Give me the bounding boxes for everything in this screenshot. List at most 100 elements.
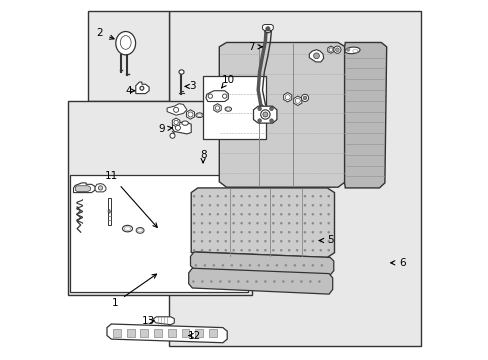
Circle shape — [280, 204, 282, 206]
Polygon shape — [136, 82, 149, 94]
Circle shape — [248, 195, 250, 197]
Circle shape — [287, 222, 289, 224]
Circle shape — [232, 195, 234, 197]
Circle shape — [272, 249, 274, 251]
Polygon shape — [73, 183, 95, 193]
Circle shape — [311, 195, 313, 197]
Circle shape — [311, 204, 313, 206]
Circle shape — [193, 222, 195, 224]
Circle shape — [320, 264, 322, 266]
Circle shape — [327, 249, 329, 251]
Circle shape — [311, 222, 313, 224]
Circle shape — [263, 112, 267, 117]
Circle shape — [264, 231, 266, 233]
Circle shape — [300, 280, 302, 283]
Circle shape — [295, 240, 298, 242]
Circle shape — [269, 119, 273, 122]
Circle shape — [257, 107, 261, 111]
Circle shape — [303, 213, 305, 215]
Text: 3: 3 — [185, 81, 195, 91]
Circle shape — [248, 249, 250, 251]
Polygon shape — [213, 104, 221, 112]
Circle shape — [208, 231, 211, 233]
Circle shape — [309, 280, 311, 283]
Circle shape — [295, 231, 298, 233]
Text: 4: 4 — [125, 86, 135, 96]
Circle shape — [264, 195, 266, 197]
Circle shape — [319, 213, 321, 215]
Circle shape — [208, 204, 211, 206]
Bar — [208, 329, 216, 337]
Circle shape — [319, 222, 321, 224]
Circle shape — [232, 213, 234, 215]
Circle shape — [201, 280, 203, 283]
Circle shape — [327, 231, 329, 233]
Circle shape — [280, 213, 282, 215]
Circle shape — [327, 195, 329, 197]
Circle shape — [257, 264, 260, 266]
Circle shape — [346, 48, 349, 51]
Circle shape — [232, 249, 234, 251]
Bar — [195, 329, 203, 337]
Circle shape — [257, 119, 261, 122]
Polygon shape — [327, 46, 333, 53]
Circle shape — [187, 112, 193, 117]
Ellipse shape — [116, 31, 135, 55]
Text: 5: 5 — [319, 235, 333, 246]
Circle shape — [272, 222, 274, 224]
Circle shape — [280, 195, 282, 197]
Circle shape — [230, 264, 232, 266]
Circle shape — [248, 240, 250, 242]
Circle shape — [256, 213, 258, 215]
Circle shape — [256, 222, 258, 224]
Text: 6: 6 — [390, 258, 406, 268]
Polygon shape — [107, 324, 227, 343]
Circle shape — [256, 249, 258, 251]
Polygon shape — [283, 93, 291, 102]
Circle shape — [319, 240, 321, 242]
Ellipse shape — [182, 121, 188, 125]
Circle shape — [193, 195, 195, 197]
Circle shape — [313, 53, 319, 59]
Circle shape — [140, 86, 144, 90]
Circle shape — [203, 264, 205, 266]
Circle shape — [311, 264, 313, 266]
Bar — [126, 329, 134, 337]
Ellipse shape — [197, 114, 201, 117]
Ellipse shape — [264, 25, 271, 33]
Polygon shape — [262, 24, 273, 31]
Circle shape — [173, 107, 178, 112]
Circle shape — [272, 195, 274, 197]
Polygon shape — [153, 317, 174, 325]
Circle shape — [210, 280, 212, 283]
Circle shape — [237, 280, 239, 283]
Circle shape — [208, 94, 212, 98]
Circle shape — [264, 213, 266, 215]
Circle shape — [295, 222, 298, 224]
Circle shape — [248, 213, 250, 215]
Circle shape — [208, 240, 211, 242]
Circle shape — [216, 204, 219, 206]
Circle shape — [287, 249, 289, 251]
Circle shape — [216, 222, 219, 224]
Circle shape — [295, 249, 298, 251]
Circle shape — [284, 264, 286, 266]
Circle shape — [272, 204, 274, 206]
Circle shape — [201, 195, 203, 197]
Circle shape — [319, 249, 321, 251]
Circle shape — [264, 204, 266, 206]
Ellipse shape — [179, 70, 183, 74]
Circle shape — [264, 222, 266, 224]
Circle shape — [291, 280, 293, 283]
Circle shape — [222, 94, 226, 98]
Circle shape — [193, 231, 195, 233]
Text: 12: 12 — [187, 330, 200, 341]
Circle shape — [219, 280, 221, 283]
Bar — [154, 329, 162, 337]
Circle shape — [240, 231, 242, 233]
Circle shape — [201, 240, 203, 242]
Circle shape — [327, 240, 329, 242]
Circle shape — [287, 195, 289, 197]
Polygon shape — [186, 110, 194, 119]
Circle shape — [240, 204, 242, 206]
